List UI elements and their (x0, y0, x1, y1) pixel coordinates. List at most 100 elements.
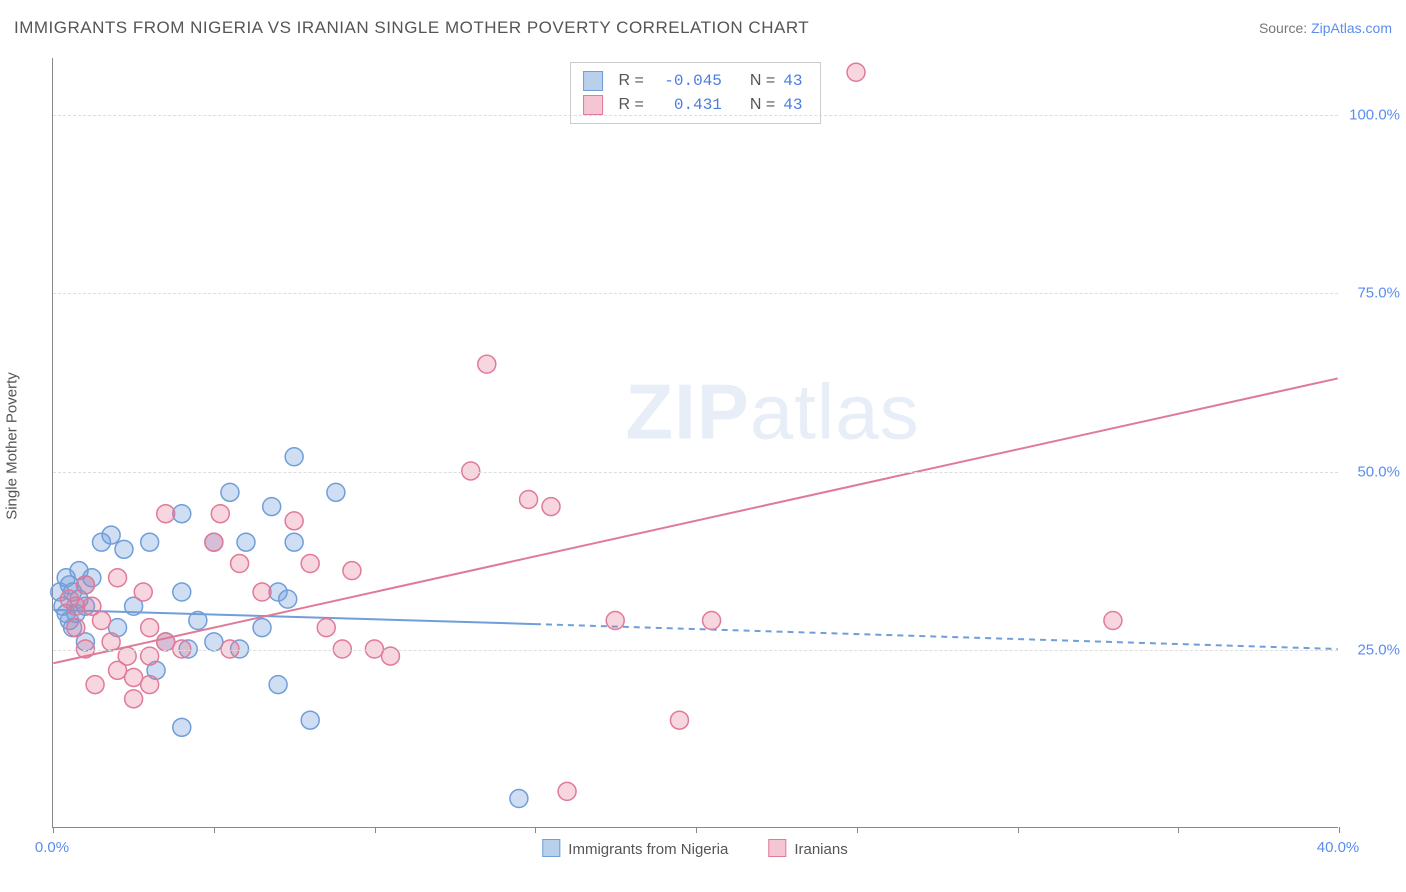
data-point (57, 569, 75, 587)
y-tick-label: 100.0% (1349, 107, 1400, 124)
data-point (102, 526, 120, 544)
data-point (60, 576, 78, 594)
x-legend-label: Immigrants from Nigeria (568, 841, 728, 858)
data-point (343, 562, 361, 580)
data-point (83, 569, 101, 587)
data-point (205, 533, 223, 551)
data-point (51, 583, 69, 601)
legend-r-label: R = (619, 93, 644, 117)
data-point (221, 483, 239, 501)
data-point (670, 711, 688, 729)
data-point (269, 583, 287, 601)
x-tick (214, 827, 215, 833)
data-point (102, 633, 120, 651)
data-point (253, 583, 271, 601)
data-point (109, 661, 127, 679)
data-point (263, 498, 281, 516)
data-point (125, 690, 143, 708)
data-point (67, 597, 85, 615)
legend-swatch (542, 839, 560, 857)
trend-line (53, 378, 1337, 663)
watermark: ZIPatlas (626, 366, 920, 457)
x-tick (535, 827, 536, 833)
data-point (60, 612, 78, 630)
data-point (157, 633, 175, 651)
data-point (70, 562, 88, 580)
data-point (67, 604, 85, 622)
data-point (327, 483, 345, 501)
data-point (125, 597, 143, 615)
data-point (64, 583, 82, 601)
data-point (64, 619, 82, 637)
x-axis-legend: Immigrants from Nigeria Iranians (542, 839, 847, 858)
data-point (542, 498, 560, 516)
x-tick (375, 827, 376, 833)
data-point (269, 676, 287, 694)
legend-row: R = -0.045N = 43 (583, 69, 803, 93)
data-point (134, 583, 152, 601)
x-tick-label: 40.0% (1317, 839, 1360, 856)
data-point (1104, 612, 1122, 630)
data-point (57, 604, 75, 622)
data-point (67, 619, 85, 637)
data-point (189, 612, 207, 630)
data-point (76, 597, 94, 615)
x-tick (1018, 827, 1019, 833)
trend-line-extrapolated (535, 624, 1338, 649)
data-point (157, 633, 175, 651)
legend-n-label: N = (750, 69, 775, 93)
gridline (53, 650, 1338, 651)
data-point (60, 590, 78, 608)
legend-row: R = 0.431N = 43 (583, 93, 803, 117)
y-tick-label: 25.0% (1357, 641, 1400, 658)
data-point (847, 63, 865, 81)
data-point (231, 555, 249, 573)
data-point (285, 448, 303, 466)
data-point (86, 676, 104, 694)
data-point (141, 619, 159, 637)
x-tick (857, 827, 858, 833)
y-tick-label: 50.0% (1357, 463, 1400, 480)
data-point (237, 533, 255, 551)
source-attribution: Source: ZipAtlas.com (1259, 20, 1392, 36)
data-point (510, 790, 528, 808)
plot-area: ZIPatlas R = -0.045N = 43R = 0.431 N = 43… (52, 58, 1338, 828)
x-tick-label: 0.0% (35, 839, 69, 856)
legend-swatch (583, 71, 603, 91)
y-axis-label: Single Mother Poverty (4, 372, 21, 520)
data-point (173, 505, 191, 523)
data-point (83, 597, 101, 615)
data-point (173, 583, 191, 601)
data-point (301, 711, 319, 729)
data-point (301, 555, 319, 573)
gridline (53, 293, 1338, 294)
legend-r-value: 0.431 (652, 93, 722, 117)
x-legend-item: Iranians (768, 839, 847, 858)
data-point (285, 512, 303, 530)
data-point (147, 661, 165, 679)
gridline (53, 472, 1338, 473)
data-point (520, 490, 538, 508)
data-point (93, 533, 111, 551)
legend-n-value: 43 (783, 69, 802, 93)
data-point (279, 590, 297, 608)
legend-n-label: N = (750, 93, 775, 117)
data-point (109, 619, 127, 637)
x-tick (53, 827, 54, 833)
source-link[interactable]: ZipAtlas.com (1311, 20, 1392, 36)
data-point (253, 619, 271, 637)
legend-swatch (768, 839, 786, 857)
legend-swatch (583, 95, 603, 115)
data-point (93, 612, 111, 630)
data-point (109, 569, 127, 587)
data-point (76, 633, 94, 651)
chart-header: IMMIGRANTS FROM NIGERIA VS IRANIAN SINGL… (14, 18, 1392, 38)
data-point (606, 612, 624, 630)
data-point (76, 576, 94, 594)
data-point (125, 668, 143, 686)
data-point (115, 540, 133, 558)
data-point (211, 505, 229, 523)
legend-r-label: R = (619, 69, 644, 93)
data-point (558, 782, 576, 800)
trend-line (53, 610, 535, 624)
